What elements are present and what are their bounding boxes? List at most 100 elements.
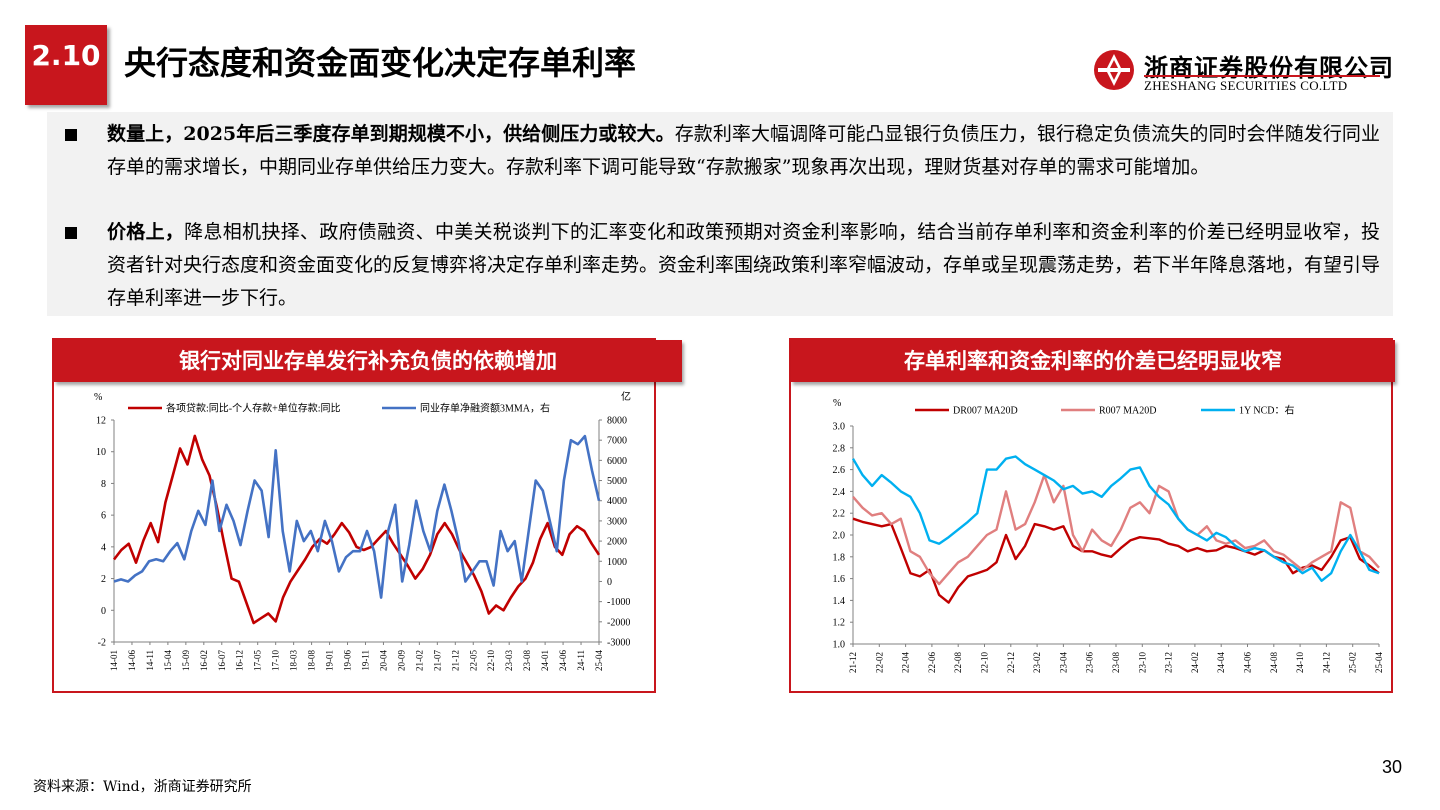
x-tick-label: 18-08	[307, 650, 317, 671]
bullet-text: 降息相机抉择、政府债融资、中美关税谈判下的汇率变化和政策预期对资金利率影响，结合…	[107, 221, 1381, 309]
y-tick-label: 1.8	[833, 552, 846, 563]
x-tick-label: 24-08	[1269, 652, 1279, 673]
y-axis-unit: %	[833, 398, 841, 409]
bullet-price: 价格上，降息相机抉择、政府债融资、中美关税谈判下的汇率变化和政策预期对资金利率影…	[65, 216, 1380, 315]
x-tick-label: 15-04	[163, 650, 173, 671]
y-tick-label: 2.8	[833, 443, 846, 454]
x-tick-label: 19-06	[343, 650, 353, 671]
y2-tick-label: 5000	[607, 476, 627, 487]
y-tick-label: 1.6	[833, 574, 846, 585]
x-tick-label: 22-12	[1006, 652, 1016, 673]
legend-label: DR007 MA20D	[953, 406, 1018, 417]
legend-label: 1Y NCD：右	[1239, 404, 1294, 417]
y-tick-label: 2	[101, 574, 106, 585]
y-tick-label: 8	[101, 479, 106, 490]
y-tick-label: -2	[98, 638, 106, 649]
x-tick-label: 18-03	[289, 650, 299, 671]
x-tick-label: 25-02	[1348, 652, 1358, 673]
x-tick-label: 23-08	[522, 650, 532, 671]
x-tick-label: 23-12	[1164, 652, 1174, 673]
legend-label: R007 MA20D	[1099, 406, 1157, 417]
bullet-quantity: 数量上，2025年后三季度存单到期规模不小，供给侧压力或较大。存款利率大幅调降可…	[65, 118, 1380, 184]
x-tick-label: 20-09	[396, 650, 406, 671]
x-tick-label: 23-02	[1032, 652, 1042, 673]
y2-tick-label: 6000	[607, 456, 627, 467]
y2-tick-label: 0	[607, 577, 612, 588]
x-tick-label: 24-12	[1321, 652, 1331, 673]
bullet-bold: 数量上，2025年后三季度存单到期规模不小，供给侧压力或较大。	[107, 123, 675, 145]
left-chart-title: 银行对同业存单发行补充负债的依赖增加	[54, 340, 682, 382]
x-tick-label: 21-12	[848, 652, 858, 673]
x-tick-label: 23-03	[504, 650, 514, 671]
x-tick-label: 24-01	[540, 650, 550, 671]
y2-tick-label: 3000	[607, 516, 627, 527]
y-tick-label: 0	[101, 606, 106, 617]
y-tick-label: 12	[96, 416, 106, 427]
y2-tick-label: 1000	[607, 557, 627, 568]
x-tick-label: 21-12	[450, 650, 460, 671]
y-tick-label: 1.4	[833, 596, 846, 607]
x-tick-label: 22-10	[980, 652, 990, 673]
series-line-3	[851, 455, 1380, 583]
x-tick-label: 14-01	[109, 650, 119, 671]
x-tick-label: 25-04	[594, 650, 604, 671]
y2-axis-unit: 亿	[621, 390, 631, 403]
x-tick-label: 24-06	[558, 650, 568, 671]
x-tick-label: 16-02	[199, 650, 209, 671]
x-tick-label: 22-06	[927, 652, 937, 673]
y-tick-label: 2.6	[833, 465, 846, 476]
x-tick-label: 24-11	[576, 650, 586, 671]
x-tick-label: 19-11	[360, 650, 370, 671]
logo-chinese-name: 浙商证券股份有限公司	[1144, 53, 1394, 82]
x-tick-label: 23-06	[1085, 652, 1095, 673]
y-tick-label: 2.0	[833, 531, 846, 542]
x-tick-label: 19-01	[325, 650, 335, 671]
x-tick-label: 24-06	[1243, 652, 1253, 673]
legend-label: 同业存单净融资额3MMA，右	[420, 402, 550, 415]
y2-tick-label: 7000	[607, 436, 627, 447]
logo-english-name: ZHESHANG SECURITIES CO.LTD	[1144, 78, 1348, 93]
x-tick-label: 25-04	[1374, 652, 1384, 673]
y-tick-label: 1.0	[833, 640, 846, 651]
x-tick-label: 23-10	[1137, 652, 1147, 673]
right-chart-panel: 存单利率和资金利率的价差已经明显收窄 1.0 1.2 1.4 1.6 1.8 2.0 2.2…	[789, 338, 1395, 693]
left-chart: -2 0 2 4 6 8 10 12 -3000 -2000 -1000 0 1000 2000 3000 4…	[94, 390, 631, 671]
y2-tick-label: -2000	[607, 617, 630, 628]
y2-tick-label: -1000	[607, 597, 630, 608]
y-tick-label: 4	[101, 542, 106, 553]
y-tick-label: 6	[101, 511, 106, 522]
section-number: 2.10	[31, 39, 101, 72]
x-tick-label: 14-06	[127, 650, 137, 671]
page-title: 央行态度和资金面变化决定存单利率	[124, 44, 637, 82]
y2-tick-label: -3000	[607, 638, 630, 649]
series-line-2	[852, 473, 1380, 586]
x-tick-label: 24-10	[1295, 652, 1305, 673]
x-tick-label: 14-11	[145, 650, 155, 671]
y2-tick-label: 2000	[607, 537, 627, 548]
x-tick-label: 22-05	[468, 650, 478, 671]
y-tick-label: 3.0	[833, 422, 846, 433]
x-tick-label: 16-12	[235, 650, 245, 671]
series-line-2	[113, 434, 601, 599]
x-tick-label: 24-02	[1190, 652, 1200, 673]
series-line-1	[852, 517, 1380, 604]
y-tick-label: 2.4	[833, 487, 846, 498]
x-tick-label: 21-07	[432, 650, 442, 671]
x-tick-label: 24-04	[1216, 652, 1226, 673]
x-tick-label: 17-05	[253, 650, 263, 671]
x-tick-label: 21-02	[414, 650, 424, 671]
y-tick-label: 2.2	[833, 509, 846, 520]
bullet-text: 存款利率大幅调降可能凸显银行负债压力，银行稳定负债流失的同时会伴随发行同业存单的…	[107, 123, 1380, 178]
x-tick-label: 16-07	[217, 650, 227, 671]
x-tick-label: 20-04	[378, 650, 388, 671]
summary-box: 数量上，2025年后三季度存单到期规模不小，供给侧压力或较大。存款利率大幅调降可…	[47, 112, 1393, 316]
company-logo: 浙商证券股份有限公司 ZHESHANG SECURITIES CO.LTD	[1092, 44, 1393, 96]
page-number: 30	[1382, 757, 1403, 777]
y-axis-unit: %	[94, 392, 102, 403]
y2-tick-label: 4000	[607, 496, 627, 507]
x-tick-label: 17-10	[271, 650, 281, 671]
legend-label: 各项贷款:同比-个人存款+单位存款:同比	[166, 402, 341, 415]
right-chart: 1.0 1.2 1.4 1.6 1.8 2.0 2.2 2.4 2.6 2.8 3.0% 21-12 2…	[833, 398, 1385, 673]
x-tick-label: 22-02	[874, 652, 884, 673]
x-tick-label: 22-08	[953, 652, 963, 673]
